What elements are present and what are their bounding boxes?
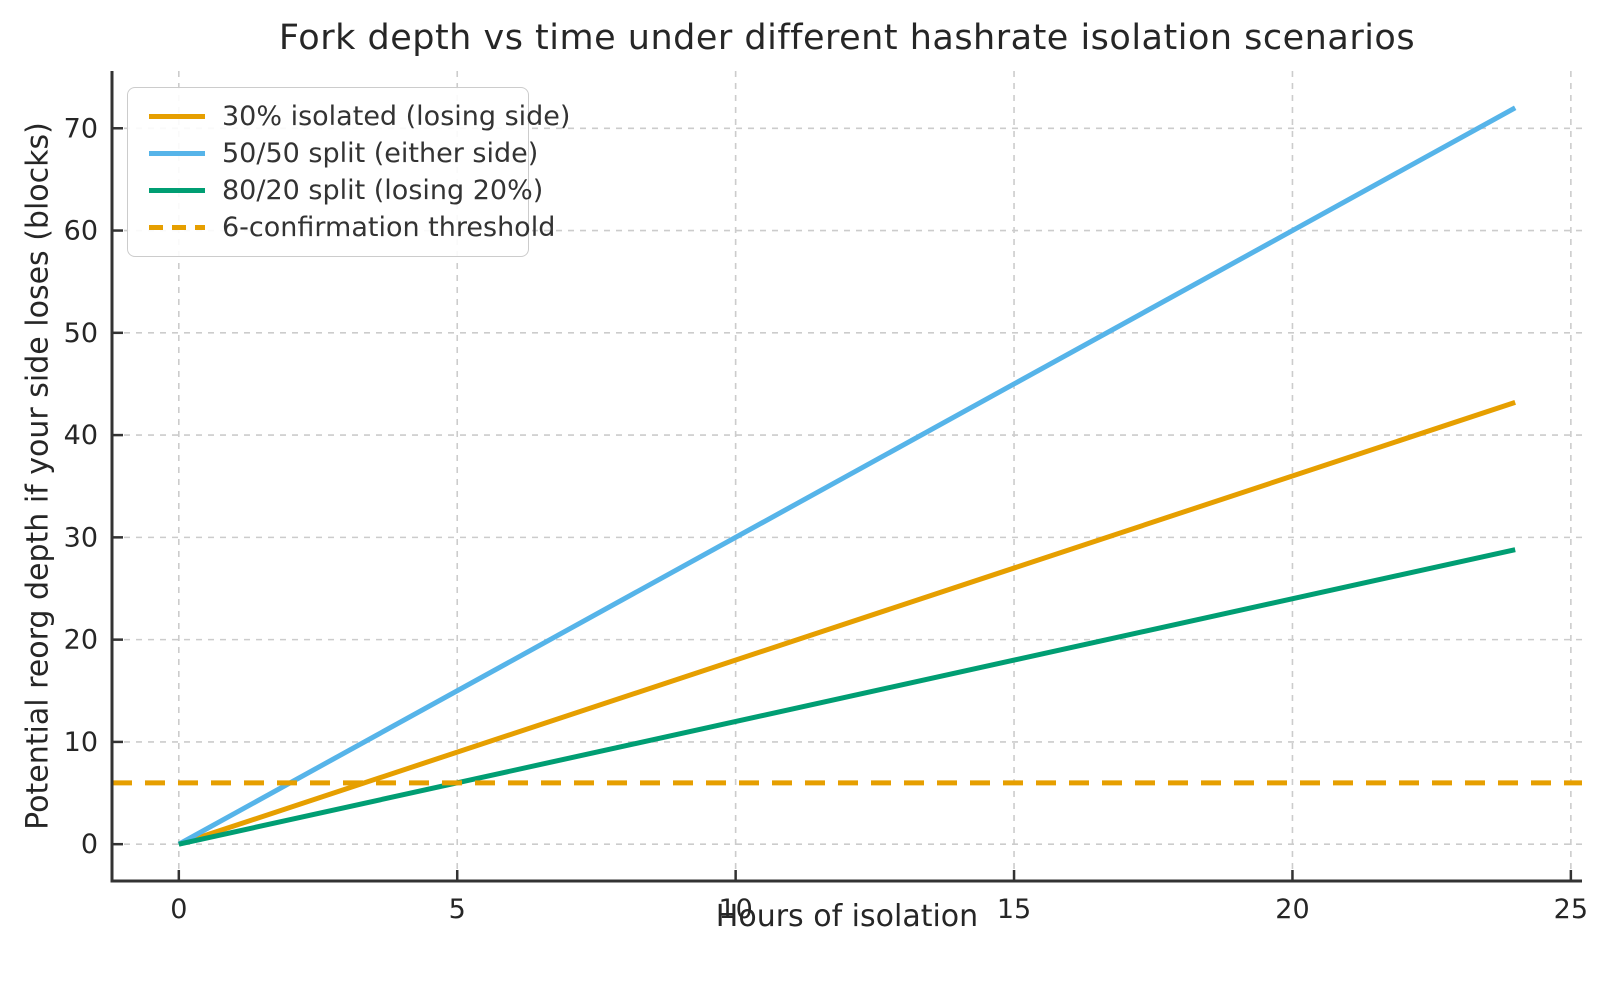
x-axis-label: Hours of isolation bbox=[715, 899, 979, 934]
legend-label: 80/20 split (losing 20%) bbox=[222, 175, 544, 206]
y-tick-label: 50 bbox=[64, 318, 98, 349]
y-tick-label: 0 bbox=[81, 829, 98, 860]
series-line bbox=[178, 547, 1516, 847]
x-tick-label: 20 bbox=[1275, 894, 1309, 925]
x-tick-label: 10 bbox=[718, 894, 752, 925]
legend-swatch-dashed-threshold-line bbox=[149, 225, 205, 230]
x-tick-label: 15 bbox=[997, 894, 1031, 925]
y-tick-label: 10 bbox=[64, 727, 98, 758]
y-tick-label: 60 bbox=[64, 216, 98, 247]
legend-swatch-green-line bbox=[149, 188, 205, 193]
legend-item: 50/50 split (either side) bbox=[149, 135, 538, 172]
x-tick-label: 5 bbox=[449, 894, 466, 925]
legend-label: 50/50 split (either side) bbox=[222, 138, 539, 169]
legend-item: 80/20 split (losing 20%) bbox=[149, 172, 543, 209]
legend-label: 30% isolated (losing side) bbox=[222, 101, 571, 132]
x-tick-label: 0 bbox=[170, 894, 187, 925]
legend-label: 6-confirmation threshold bbox=[222, 212, 556, 243]
chart-title: Fork depth vs time under different hashr… bbox=[278, 18, 1416, 58]
series-line bbox=[177, 105, 1517, 847]
legend-swatch-blue-line bbox=[149, 151, 205, 156]
x-tick-label: 25 bbox=[1554, 894, 1588, 925]
legend-item: 30% isolated (losing side) bbox=[149, 98, 570, 135]
series-line bbox=[178, 399, 1516, 847]
y-axis-label: Potential reorg depth if your side loses… bbox=[20, 122, 56, 830]
legend-swatch-orange-line bbox=[149, 114, 205, 119]
y-tick-label: 30 bbox=[64, 522, 98, 553]
y-tick-label: 70 bbox=[64, 113, 98, 144]
y-tick-label: 40 bbox=[64, 420, 98, 451]
legend-item: 6-confirmation threshold bbox=[149, 209, 555, 246]
legend: 30% isolated (losing side) 50/50 split (… bbox=[127, 87, 570, 257]
y-tick-label: 20 bbox=[64, 625, 98, 656]
